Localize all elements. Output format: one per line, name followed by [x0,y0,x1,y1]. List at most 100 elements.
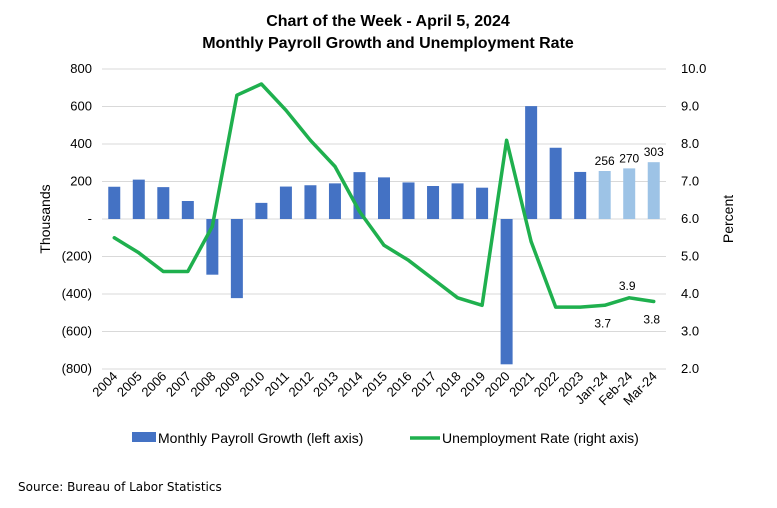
x-tick-label: 2004 [89,369,120,400]
x-tick-label: 2015 [359,369,390,400]
line-point [382,243,386,247]
x-tick-label: 2019 [457,369,488,400]
bar [230,219,243,299]
bar [304,185,317,219]
x-tick-label: 2006 [138,369,169,400]
line-point [308,138,312,142]
line-point [554,305,558,309]
left-tick-label: (600) [62,324,92,339]
bar [378,177,390,219]
line-point [112,236,116,240]
line-point [333,165,337,168]
line-point [357,210,361,213]
right-tick-label: 5.0 [681,249,699,264]
right-tick-label: 7.0 [681,174,699,189]
bar-data-label: 256 [595,154,615,168]
bar-series [108,106,660,365]
line-point [505,138,509,142]
data-labels: 256 270 303 3.7 3.9 3.8 [594,145,664,330]
right-tick-label: 10.0 [681,61,706,76]
x-tick-label: 2018 [433,369,464,400]
bar [328,183,341,219]
right-tick-label: 8.0 [681,136,699,151]
left-tick-label: 200 [70,174,92,189]
line-data-label: 3.8 [643,313,660,327]
line-point [210,225,214,228]
x-tick-label: 2005 [114,369,145,400]
bar [500,219,513,365]
line-point [603,303,607,307]
legend-bar-swatch [132,432,156,442]
bar [598,171,611,219]
legend: Monthly Payroll Growth (left axis) Unemp… [132,430,639,446]
bar [623,168,636,219]
line-point [284,108,288,112]
left-tick-label: 400 [70,136,92,151]
right-tick-label: 4.0 [681,286,699,301]
left-tick-label: (400) [62,286,92,301]
line-point [431,277,435,281]
x-tick-label: 2008 [187,369,218,400]
legend-bar-label: Monthly Payroll Growth (left axis) [158,430,363,446]
right-tick-label: 9.0 [681,99,699,114]
x-tick-label: 2017 [408,369,439,400]
line-point [259,82,263,86]
axes: 800 600 400 200 - (200) (400) (600) (800) 10.0 9.0… [62,61,707,408]
legend-line-label: Unemployment Rate (right axis) [442,430,639,446]
right-tick-label: 6.0 [681,211,699,226]
x-tick-label: 2021 [506,369,537,400]
left-tick-label: 800 [70,61,92,76]
left-tick-label: - [88,211,92,226]
right-axis-title: Percent [720,195,736,243]
right-tick-label: 2.0 [681,361,699,376]
x-tick-label: 2013 [310,369,341,400]
line-point [652,300,656,303]
x-tick-label: 2014 [335,369,366,400]
chart-title: Chart of the Week - April 5, 2024 [266,13,510,30]
line-point [529,240,533,243]
left-tick-label: (200) [62,249,92,264]
bar [132,179,145,219]
bar [279,186,292,219]
line-series [112,82,656,309]
x-tick-label: 2022 [531,369,562,400]
left-axis-title: Thousands [37,184,53,253]
source-note: Source: Bureau of Labor Statistics [18,480,222,494]
x-tick-label: 2010 [236,369,267,400]
line-point [578,305,582,309]
right-tick-label: 3.0 [681,324,699,339]
line-point [627,296,631,300]
x-tick-label: 2012 [285,369,316,400]
bar [549,147,562,219]
chart-subtitle: Monthly Payroll Growth and Unemployment … [202,35,574,52]
line-point [235,93,239,97]
x-tick-label: 2020 [482,369,513,400]
line-point [137,251,141,255]
line-point [407,258,411,262]
bar [402,182,415,219]
line-point [186,270,190,273]
line-point [456,296,460,300]
left-tick-label: (800) [62,361,92,376]
bar [427,186,440,219]
line-data-label: 3.9 [619,279,636,293]
line-point [161,270,165,273]
x-tick-label: 2011 [262,369,292,399]
bar [647,162,660,219]
line-point [480,303,484,307]
bar [525,106,538,219]
x-tick-label: 2016 [384,369,415,400]
bar [157,187,170,219]
line-data-label: 3.7 [594,316,611,330]
bar [255,202,268,219]
x-tick-label: 2009 [212,369,243,400]
left-tick-label: 600 [70,99,92,114]
bar [181,201,194,219]
x-tick-label: 2007 [163,369,194,400]
bar-data-label: 303 [644,145,664,159]
bar [476,187,489,219]
bar [574,171,587,219]
bar [108,186,121,219]
bar-data-label: 270 [619,151,639,165]
